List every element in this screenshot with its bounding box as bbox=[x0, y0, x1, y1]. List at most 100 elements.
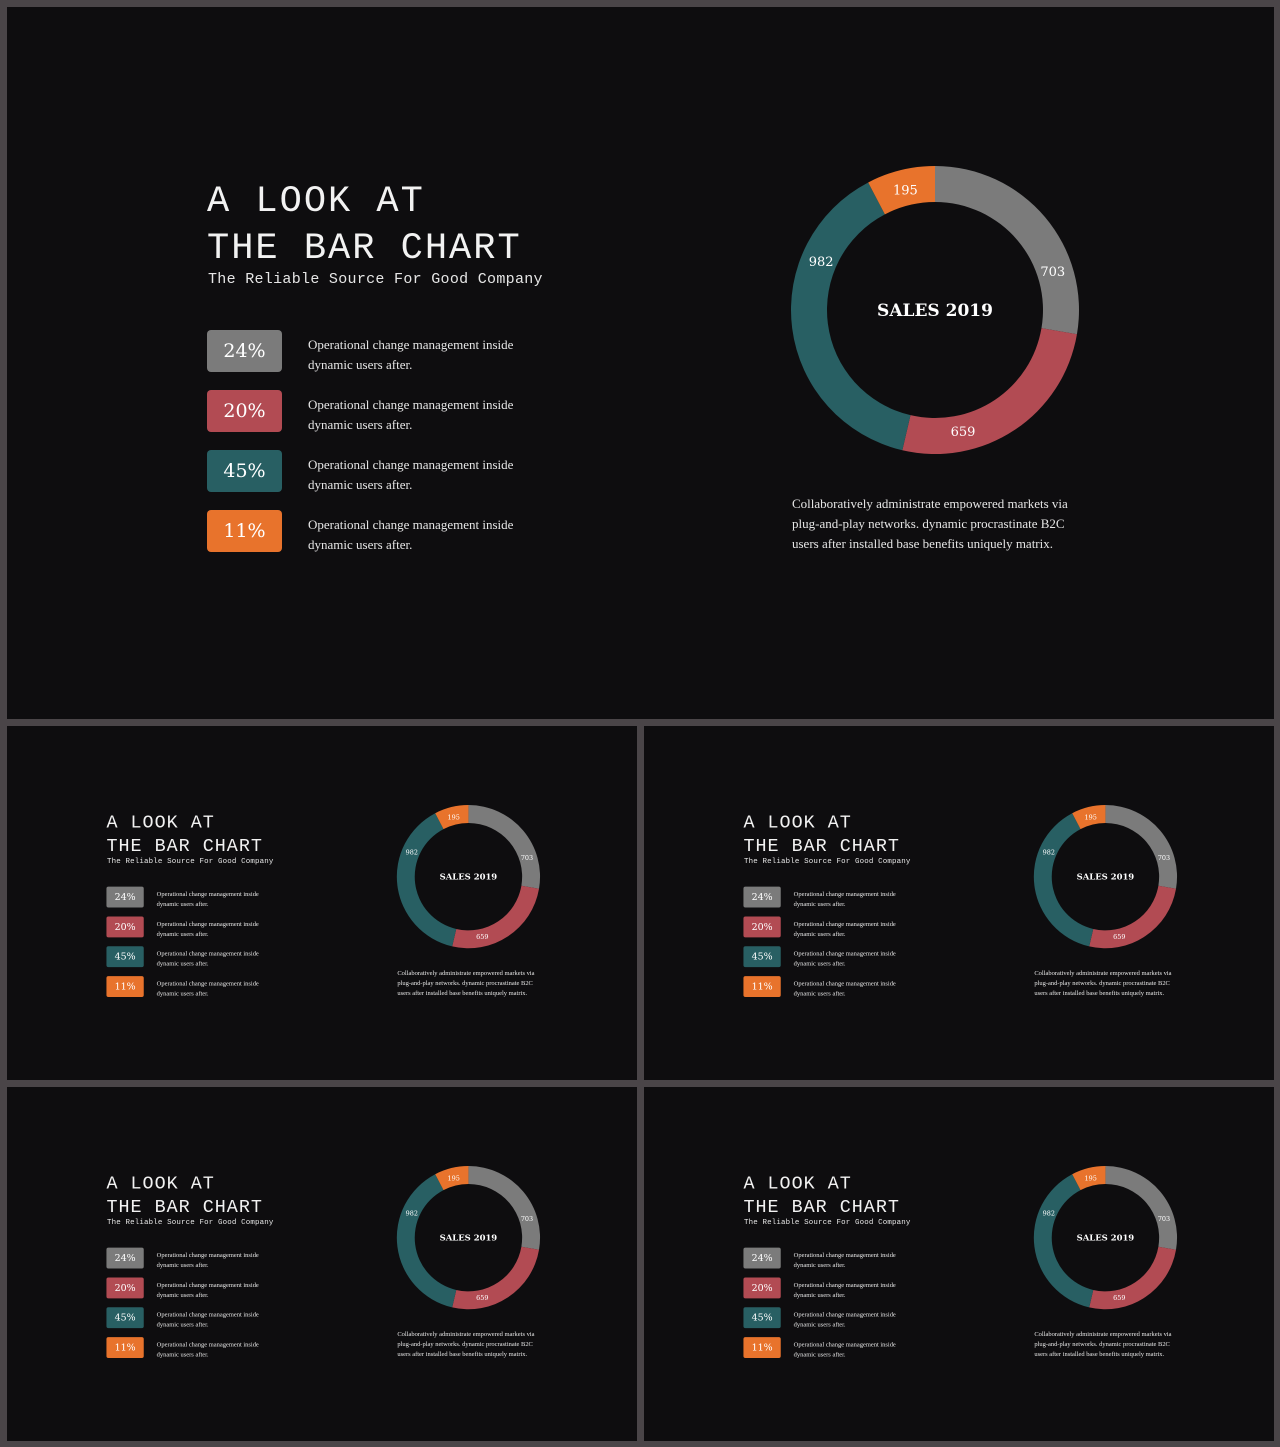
slide-content: A LOOK AT THE BAR CHART The Reliable Sou… bbox=[7, 726, 637, 1080]
donut-center-title: SALES 2019 bbox=[1077, 872, 1135, 882]
percent-badge: 20% bbox=[743, 1277, 781, 1299]
chart-caption: Collaboratively administrate empowered m… bbox=[1034, 969, 1172, 997]
donut-slice-3 bbox=[868, 166, 935, 215]
donut-slice-3 bbox=[435, 1166, 469, 1191]
donut-slice-label-3: 195 bbox=[1085, 1174, 1097, 1182]
donut-slice-label-0: 703 bbox=[1158, 1215, 1170, 1223]
percent-badge: 11% bbox=[207, 510, 282, 552]
donut-slice-2 bbox=[396, 813, 457, 947]
donut-chart: 703 659 982 195 SALES 2019 bbox=[396, 805, 541, 949]
legend-text: Operational change management inside dyn… bbox=[793, 1251, 896, 1269]
percent-badge: 20% bbox=[106, 1277, 144, 1299]
chart-caption: Collaboratively administrate empowered m… bbox=[792, 496, 1068, 551]
donut-slice-label-3: 195 bbox=[448, 813, 460, 821]
donut-center-title: SALES 2019 bbox=[877, 301, 993, 321]
legend-text: Operational change management inside dyn… bbox=[793, 890, 896, 908]
chart-caption: Collaboratively administrate empowered m… bbox=[397, 1330, 535, 1358]
legend-text: Operational change management inside dyn… bbox=[156, 1340, 259, 1358]
legend-text: Operational change management inside dyn… bbox=[156, 949, 259, 968]
title-line-1: A LOOK AT bbox=[106, 1173, 215, 1195]
donut-slice-3 bbox=[1072, 1166, 1106, 1191]
percent-badge: 11% bbox=[743, 1337, 781, 1358]
donut-slice-label-2: 982 bbox=[406, 849, 418, 857]
donut-slice-label-0: 703 bbox=[521, 1215, 533, 1223]
slide-thumbnail-2[interactable]: A LOOK AT THE BAR CHART The Reliable Sou… bbox=[644, 726, 1274, 1080]
percent-badge: 20% bbox=[743, 916, 781, 938]
donut-slice-0 bbox=[935, 166, 1079, 335]
legend-text: Operational change management inside dyn… bbox=[156, 890, 259, 908]
slide-content: A LOOK AT THE BAR CHART The Reliable Sou… bbox=[644, 1087, 1274, 1441]
legend-text: Operational change management inside dyn… bbox=[793, 1340, 896, 1358]
title-line-2: THE BAR CHART bbox=[207, 228, 522, 270]
donut-slice-1 bbox=[452, 885, 540, 949]
donut-slice-label-2: 982 bbox=[809, 255, 834, 270]
slide-subtitle: The Reliable Source For Good Company bbox=[106, 1218, 274, 1227]
percent-badge: 45% bbox=[207, 450, 282, 492]
donut-center-title: SALES 2019 bbox=[440, 872, 498, 882]
slide-title: A LOOK AT THE BAR CHART bbox=[743, 812, 899, 859]
donut-slice-label-3: 195 bbox=[1085, 813, 1097, 821]
donut-slice-0 bbox=[1105, 805, 1178, 889]
title-line-1: A LOOK AT bbox=[743, 1173, 852, 1195]
slide-title: A LOOK AT THE BAR CHART bbox=[106, 812, 262, 859]
percent-badge: 24% bbox=[743, 1247, 781, 1269]
donut-slice-3 bbox=[1072, 805, 1106, 830]
title-line-2: THE BAR CHART bbox=[743, 1196, 900, 1218]
donut-slice-label-2: 982 bbox=[1043, 849, 1055, 857]
legend-text: Operational change management inside dyn… bbox=[156, 1251, 259, 1269]
percent-badge: 11% bbox=[106, 1337, 144, 1358]
chart-caption: Collaboratively administrate empowered m… bbox=[397, 969, 535, 997]
slide-subtitle: The Reliable Source For Good Company bbox=[106, 857, 274, 866]
legend-text: Operational change management inside dyn… bbox=[793, 1310, 896, 1329]
slide-thumbnail-1[interactable]: A LOOK AT THE BAR CHART The Reliable Sou… bbox=[7, 726, 637, 1080]
legend-text: Operational change management inside dyn… bbox=[308, 457, 514, 492]
percent-badge: 20% bbox=[207, 390, 282, 432]
legend-text: Operational change management inside dyn… bbox=[156, 919, 259, 938]
title-line-2: THE BAR CHART bbox=[106, 835, 263, 857]
donut-slice-label-3: 195 bbox=[448, 1174, 460, 1182]
donut-slice-label-1: 659 bbox=[476, 933, 488, 941]
donut-chart: 703 659 982 195 SALES 2019 bbox=[791, 166, 1079, 454]
slide-content: A LOOK AT THE BAR CHART The Reliable Sou… bbox=[644, 726, 1274, 1080]
legend-text: Operational change management inside dyn… bbox=[156, 1280, 259, 1299]
donut-chart: 703 659 982 195 SALES 2019 bbox=[396, 1166, 541, 1310]
slide-subtitle: The Reliable Source For Good Company bbox=[743, 1218, 911, 1227]
donut-slice-3 bbox=[435, 805, 469, 830]
donut-slice-2 bbox=[791, 182, 911, 451]
slide-subtitle: The Reliable Source For Good Company bbox=[743, 857, 911, 866]
legend-text: Operational change management inside dyn… bbox=[793, 949, 896, 968]
donut-slice-label-0: 703 bbox=[521, 854, 533, 862]
title-line-1: A LOOK AT bbox=[743, 812, 852, 834]
percent-badge: 24% bbox=[106, 1247, 144, 1269]
percent-badge: 20% bbox=[106, 916, 144, 938]
percent-badge: 24% bbox=[743, 886, 781, 908]
title-line-2: THE BAR CHART bbox=[106, 1196, 263, 1218]
percent-badge: 24% bbox=[207, 330, 282, 372]
percent-badge: 45% bbox=[743, 1307, 781, 1329]
legend-text: Operational change management inside dyn… bbox=[156, 979, 259, 997]
legend-text: Operational change management inside dyn… bbox=[156, 1310, 259, 1329]
donut-slice-0 bbox=[1105, 1166, 1178, 1250]
slide-title: A LOOK AT THE BAR CHART bbox=[207, 179, 522, 273]
donut-center-title: SALES 2019 bbox=[1077, 1233, 1135, 1243]
donut-slice-label-1: 659 bbox=[476, 1294, 488, 1302]
slide-title: A LOOK AT THE BAR CHART bbox=[743, 1173, 899, 1220]
donut-chart: 703 659 982 195 SALES 2019 bbox=[1033, 805, 1178, 949]
slide-title: A LOOK AT THE BAR CHART bbox=[106, 1173, 262, 1220]
donut-slice-2 bbox=[1033, 813, 1094, 947]
slide-thumbnail-4[interactable]: A LOOK AT THE BAR CHART The Reliable Sou… bbox=[644, 1087, 1274, 1441]
slide-main[interactable]: A LOOK AT THE BAR CHART The Reliable Sou… bbox=[7, 7, 1274, 719]
legend-text: Operational change management inside dyn… bbox=[308, 397, 514, 432]
slide-subtitle: The Reliable Source For Good Company bbox=[208, 271, 543, 288]
slide-content: A LOOK AT THE BAR CHART The Reliable Sou… bbox=[7, 7, 1274, 719]
percent-badge: 45% bbox=[743, 946, 781, 968]
donut-center-title: SALES 2019 bbox=[440, 1233, 498, 1243]
donut-slice-label-0: 703 bbox=[1040, 265, 1065, 280]
donut-slice-1 bbox=[452, 1246, 540, 1310]
legend-text: Operational change management inside dyn… bbox=[793, 919, 896, 938]
chart-caption: Collaboratively administrate empowered m… bbox=[1034, 1330, 1172, 1358]
slide-thumbnail-3[interactable]: A LOOK AT THE BAR CHART The Reliable Sou… bbox=[7, 1087, 637, 1441]
percent-badge: 11% bbox=[743, 976, 781, 997]
donut-slice-2 bbox=[396, 1174, 457, 1308]
donut-slice-label-1: 659 bbox=[1113, 1294, 1125, 1302]
